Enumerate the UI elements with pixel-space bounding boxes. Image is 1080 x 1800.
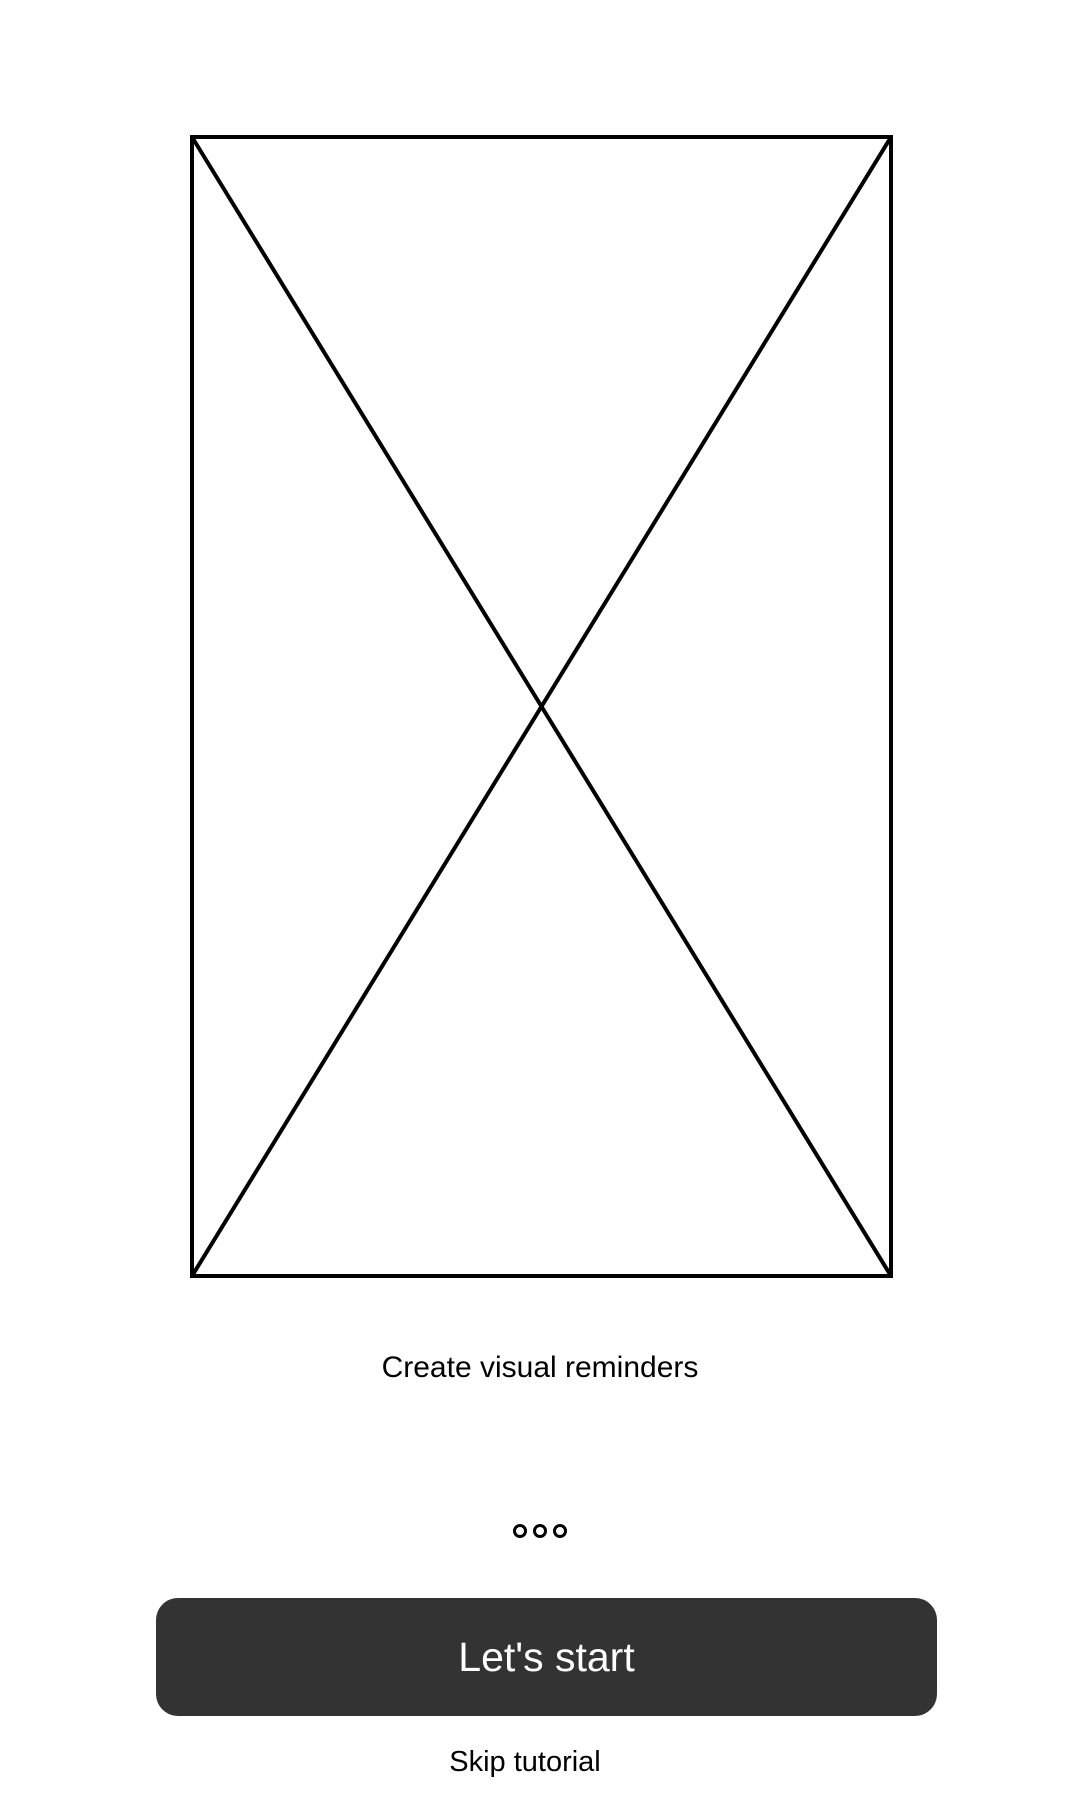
page-dot-1[interactable] — [513, 1524, 527, 1538]
image-placeholder-icon — [190, 135, 893, 1278]
skip-tutorial-link[interactable]: Skip tutorial — [449, 1746, 601, 1778]
onboarding-caption: Create visual reminders — [381, 1351, 699, 1384]
placeholder-frame — [190, 135, 893, 1278]
page-indicator — [0, 1524, 1080, 1538]
page-dot-2[interactable] — [533, 1524, 547, 1538]
placeholder-diagonal-2 — [190, 135, 893, 1278]
lets-start-button[interactable]: Let's start — [156, 1598, 937, 1716]
page-dot-3[interactable] — [553, 1524, 567, 1538]
placeholder-graphic — [190, 135, 893, 1278]
